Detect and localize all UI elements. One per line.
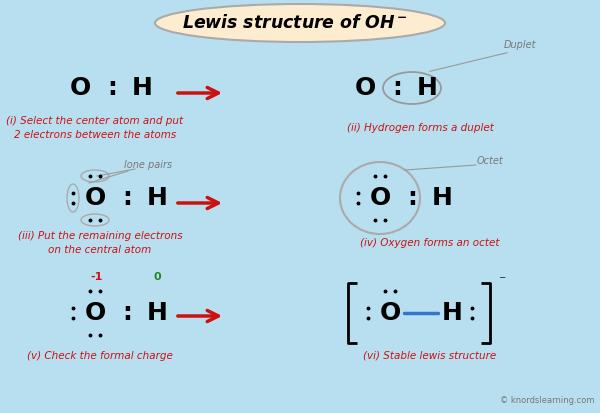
Text: O: O [70, 76, 91, 100]
Text: H: H [146, 301, 167, 325]
Text: H: H [416, 76, 437, 100]
Ellipse shape [155, 4, 445, 42]
Text: O: O [355, 76, 376, 100]
Text: (iii) Put the remaining electrons
on the central atom: (iii) Put the remaining electrons on the… [17, 231, 182, 254]
Text: :: : [392, 76, 402, 100]
Text: Duplet: Duplet [504, 40, 536, 50]
Text: (vi) Stable lewis structure: (vi) Stable lewis structure [364, 351, 497, 361]
Text: :: : [122, 301, 132, 325]
Text: O: O [85, 186, 106, 210]
Text: lone pairs: lone pairs [124, 160, 172, 170]
Text: (ii) Hydrogen forms a duplet: (ii) Hydrogen forms a duplet [347, 123, 493, 133]
Text: $\bfit{Lewis\ structure\ of\ OH}^-$: $\bfit{Lewis\ structure\ of\ OH}^-$ [182, 14, 407, 32]
Text: :: : [407, 186, 417, 210]
Text: O: O [85, 301, 106, 325]
Text: 0: 0 [153, 272, 161, 282]
Text: H: H [431, 186, 452, 210]
Text: Octet: Octet [476, 156, 503, 166]
Text: ⁻: ⁻ [498, 274, 505, 288]
Text: :: : [107, 76, 117, 100]
Text: (iv) Oxygen forms an octet: (iv) Oxygen forms an octet [360, 238, 500, 248]
Text: H: H [146, 186, 167, 210]
Text: :: : [122, 186, 132, 210]
Text: O: O [379, 301, 401, 325]
Text: H: H [442, 301, 463, 325]
Text: H: H [131, 76, 152, 100]
Text: O: O [370, 186, 391, 210]
Text: (v) Check the formal charge: (v) Check the formal charge [27, 351, 173, 361]
Text: © knordslearning.com: © knordslearning.com [500, 396, 595, 405]
Text: (i) Select the center atom and put
2 electrons between the atoms: (i) Select the center atom and put 2 ele… [7, 116, 184, 140]
Text: -1: -1 [91, 272, 103, 282]
